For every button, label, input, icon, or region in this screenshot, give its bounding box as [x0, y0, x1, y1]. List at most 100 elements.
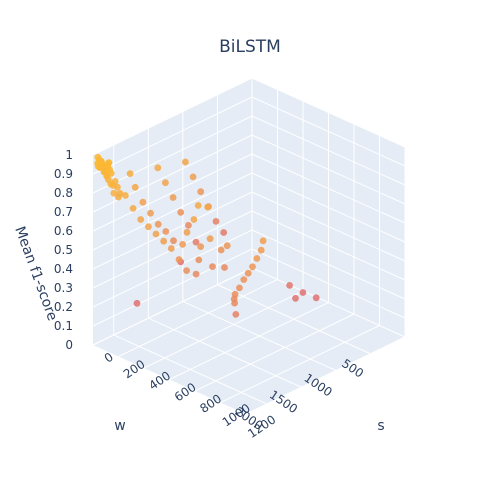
grid-line-z-left	[92, 77, 253, 156]
data-point	[160, 237, 168, 245]
data-point	[182, 158, 189, 166]
data-point	[194, 202, 202, 209]
z-tick-label: 0.2	[54, 300, 73, 314]
data-point	[169, 194, 177, 201]
data-point	[137, 216, 145, 223]
grid-line-z-left	[92, 191, 253, 270]
grid-line-s-floor	[245, 336, 406, 415]
data-point	[312, 294, 320, 302]
data-point	[249, 263, 256, 271]
data-point	[197, 243, 205, 251]
data-point	[96, 164, 104, 172]
data-point	[152, 230, 160, 238]
grid-line-z-left	[92, 96, 253, 175]
data-point	[209, 263, 216, 270]
data-point	[162, 179, 169, 187]
z-tick-label: 0.9	[54, 167, 73, 181]
data-point	[177, 209, 185, 216]
data-point	[221, 264, 228, 271]
z-axis-label: Mean f1-score	[11, 224, 60, 323]
data-point	[259, 237, 267, 245]
data-point	[286, 282, 293, 289]
data-point	[240, 276, 248, 283]
data-point	[139, 198, 147, 206]
grid-line-z-left	[92, 267, 253, 346]
data-point	[154, 220, 162, 228]
data-point	[292, 294, 299, 302]
data-point	[170, 237, 177, 245]
data-point	[231, 299, 239, 307]
chart-title: BiLSTM	[219, 37, 281, 57]
grid-line-z-left	[92, 115, 253, 194]
data-point	[122, 192, 129, 199]
grid-line-z-right	[251, 172, 406, 243]
data-point	[115, 193, 122, 201]
data-point	[147, 209, 154, 217]
data-point	[190, 216, 198, 223]
x-axis-label: w	[114, 418, 125, 434]
grid-line-s-floor	[118, 279, 278, 357]
data-point	[126, 170, 134, 178]
data-point	[204, 203, 212, 211]
grid-line-z-right	[251, 77, 406, 148]
grid-line-z-right	[251, 115, 406, 186]
data-point	[197, 188, 205, 196]
grid-line-z-right	[251, 248, 406, 319]
data-point	[257, 246, 265, 254]
grid-line-z-left	[92, 153, 253, 232]
z-tick-label: 0	[65, 338, 73, 352]
data-point	[167, 245, 175, 252]
data-point	[133, 299, 141, 307]
data-point	[103, 172, 111, 180]
grid-line-s-floor	[143, 290, 304, 369]
grid-line-z-right	[251, 96, 406, 167]
data-point	[183, 267, 191, 274]
data-point	[129, 205, 137, 212]
data-point	[106, 166, 113, 174]
data-point	[179, 241, 187, 248]
data-point	[192, 238, 200, 246]
z-tick-label: 0.8	[54, 186, 73, 200]
z-tick-label: 0.5	[54, 243, 73, 257]
data-point	[162, 228, 170, 235]
data-point	[131, 183, 139, 191]
data-point	[185, 221, 192, 229]
data-point	[183, 228, 191, 236]
z-tick-label: 1	[65, 148, 73, 162]
grid-line-s-floor	[194, 313, 355, 392]
data-point	[189, 173, 197, 181]
data-point	[236, 284, 243, 292]
y-axis-label: s	[377, 418, 384, 434]
data-point	[244, 269, 252, 277]
data-point	[145, 223, 152, 231]
grid-line-s-floor	[169, 302, 329, 380]
data-point	[110, 189, 118, 197]
grid-line-z-right	[251, 210, 406, 281]
grid-line-s-floor	[220, 325, 380, 403]
data-point	[299, 289, 307, 296]
grid-lines	[92, 77, 406, 415]
grid-line-z-left	[92, 172, 253, 251]
data-point	[232, 311, 240, 318]
grid-line-z-right	[251, 191, 406, 262]
z-tick-label: 0.7	[54, 205, 73, 219]
data-point	[220, 229, 228, 236]
data-point	[175, 256, 183, 263]
data-points	[94, 153, 320, 318]
data-point	[223, 242, 231, 250]
z-tick-label: 0.4	[54, 262, 73, 276]
data-point	[192, 270, 200, 278]
grid-line-z-left	[92, 248, 253, 327]
grid-line-z-right	[251, 229, 406, 300]
z-tick-label: 0.6	[54, 224, 73, 238]
data-point	[212, 218, 220, 225]
data-point	[206, 235, 214, 243]
data-point	[107, 180, 115, 188]
z-tick-label: 0.1	[54, 319, 73, 333]
grid-line-z-right	[251, 267, 406, 338]
data-point	[195, 256, 203, 264]
data-point	[154, 164, 162, 172]
data-point	[253, 255, 261, 262]
